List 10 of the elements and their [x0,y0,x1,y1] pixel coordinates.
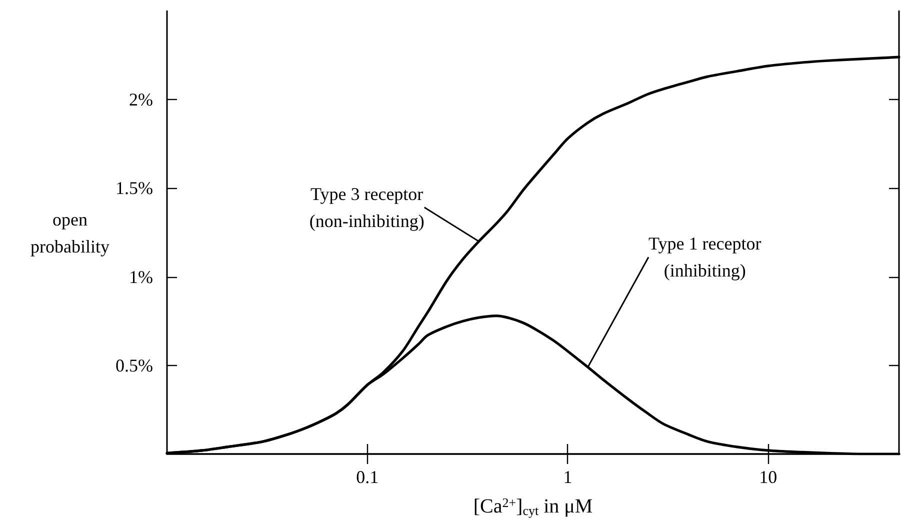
x-tick-label: 10 [759,467,778,487]
y-tick-label: 2% [129,90,153,110]
y-tick-label: 1% [129,266,153,287]
text: Type 3 receptor (non-inhibiting) [309,184,424,231]
y-tick-label: 0.5% [116,355,153,376]
y-tick-label: 1.5% [116,178,153,198]
x-tick-label: 1 [563,467,572,487]
text: Type 1 receptor (inhibiting) [648,234,762,281]
y-axis-title: open probability [30,210,110,256]
x-tick-label: 0.1 [356,467,379,487]
